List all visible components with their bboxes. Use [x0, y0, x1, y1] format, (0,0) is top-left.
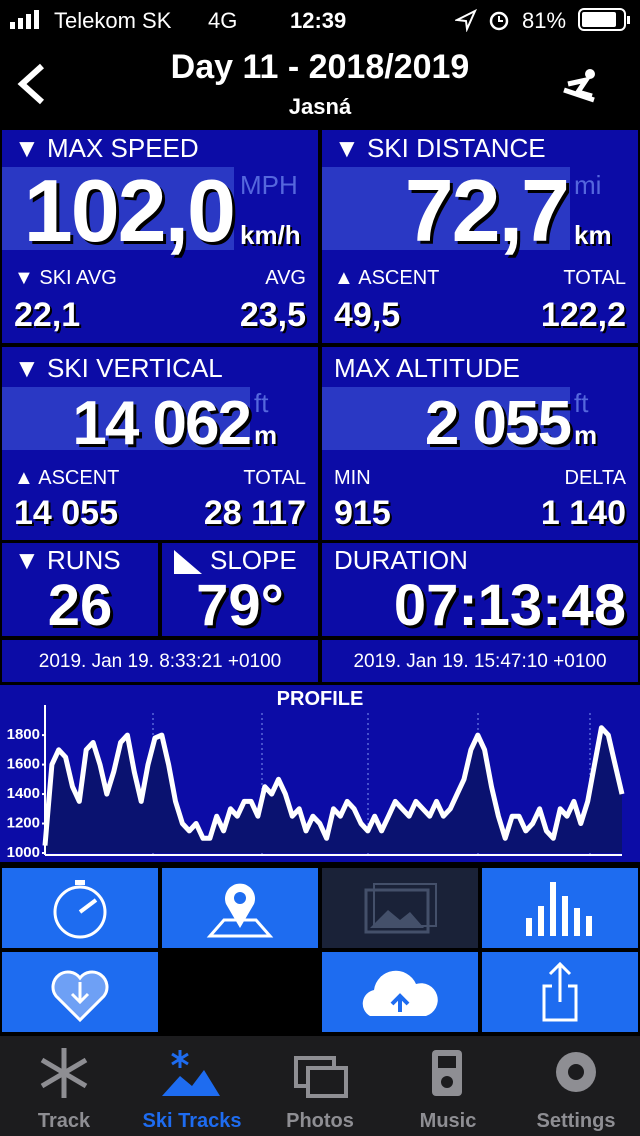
y-tick-label: 1200 — [7, 814, 40, 831]
sub-label: TOTAL — [563, 267, 626, 289]
tile-label: ▼ SKI VERTICAL — [14, 353, 223, 383]
start-date: 2019. Jan 19. 8:33:21 +0100 — [38, 651, 282, 672]
tile-unit-alt: ft — [254, 388, 269, 418]
y-tick-label: 1000 — [7, 844, 40, 861]
sub-label: MIN — [334, 467, 371, 489]
network: 4G — [208, 8, 238, 33]
tile-unit-alt: ft — [574, 388, 589, 418]
tile-value: 2 055 — [424, 389, 572, 458]
end-date-tile — [322, 640, 638, 682]
status-icons — [455, 8, 509, 32]
tab-label[interactable]: Settings — [536, 1110, 616, 1132]
slope-tile — [162, 543, 318, 636]
sub-value: 28 117 — [203, 494, 306, 532]
tile-unit-alt: mi — [574, 170, 602, 200]
value-band — [2, 167, 234, 250]
value-band — [2, 387, 250, 450]
tab-label[interactable]: Ski Tracks — [142, 1110, 242, 1132]
tile-label: ▼ RUNS — [14, 545, 121, 575]
map-button[interactable] — [162, 868, 318, 948]
tile-label: DURATION — [334, 545, 468, 575]
tile-unit-alt: MPH — [240, 170, 298, 200]
skier-button[interactable] — [560, 66, 600, 108]
tab-icons — [40, 1048, 596, 1098]
clock: 12:39 — [290, 8, 347, 33]
sub-value: 49,5 — [334, 296, 401, 334]
sub-label: ▲ ASCENT — [14, 467, 120, 489]
tab-label[interactable]: Music — [419, 1110, 477, 1132]
tile-label: SLOPE — [210, 545, 297, 575]
value-band — [322, 387, 570, 450]
sub-label: AVG — [265, 267, 306, 289]
value-band — [322, 167, 570, 250]
health-button[interactable] — [2, 952, 158, 1032]
tile-unit: km — [574, 220, 612, 250]
photos-button — [322, 868, 478, 948]
tile-unit: km/h — [240, 220, 301, 250]
tile-value: 07:13:48 — [393, 573, 626, 638]
end-date: 2019. Jan 19. 15:47:10 +0100 — [353, 651, 607, 672]
sub-label: ▼ SKI AVG — [14, 267, 117, 289]
sub-value: 915 — [334, 494, 391, 532]
stats-button[interactable] — [482, 868, 638, 948]
slope-icon — [174, 550, 202, 574]
tile-value: 14 062 — [72, 389, 252, 458]
y-tick-label: 1400 — [7, 785, 40, 802]
tile-label: MAX ALTITUDE — [334, 353, 520, 383]
tile-value: 102,0 — [23, 161, 236, 260]
sub-label: DELTA — [564, 467, 627, 489]
sub-value: 1 140 — [540, 494, 626, 532]
header-title: Day 11 - 2018/2019 — [170, 48, 470, 86]
tile-unit: m — [574, 420, 598, 450]
stopwatch-button[interactable] — [2, 868, 158, 948]
tab-label[interactable]: Track — [37, 1110, 91, 1132]
profile-line — [42, 725, 625, 846]
back-button[interactable] — [14, 62, 48, 106]
sub-value: 23,5 — [239, 296, 306, 334]
sub-label: TOTAL — [243, 467, 306, 489]
sub-value: 122,2 — [540, 296, 626, 334]
runs-tile — [2, 543, 158, 636]
start-date-tile — [2, 640, 318, 682]
tile-value: 79° — [196, 573, 284, 638]
sub-label: ▲ ASCENT — [334, 267, 440, 289]
tile-label: ▼ MAX SPEED — [14, 133, 199, 163]
upload-button[interactable] — [322, 952, 478, 1032]
share-button[interactable] — [482, 952, 638, 1032]
profile-title: PROFILE — [276, 688, 364, 710]
duration-tile — [322, 543, 638, 636]
profile-chart: 1000 1200 1400 1600 1800 — [7, 705, 625, 861]
tile-value: 72,7 — [404, 161, 570, 260]
y-tick-label: 1800 — [7, 726, 40, 743]
battery-percent: 81% — [522, 8, 567, 33]
tile-value: 26 — [47, 573, 113, 638]
profile-area — [45, 727, 622, 853]
tile-label: ▼ SKI DISTANCE — [334, 133, 546, 163]
y-tick-label: 1600 — [7, 756, 40, 773]
sub-value: 14 055 — [14, 494, 118, 532]
carrier: Telekom SK — [54, 8, 172, 33]
tile-unit: m — [254, 420, 278, 450]
sub-value: 22,1 — [14, 296, 81, 334]
tab-label[interactable]: Photos — [286, 1110, 354, 1132]
battery-icon — [578, 8, 630, 31]
signal-icon — [10, 10, 39, 29]
header-subtitle: Jasná — [288, 94, 352, 119]
